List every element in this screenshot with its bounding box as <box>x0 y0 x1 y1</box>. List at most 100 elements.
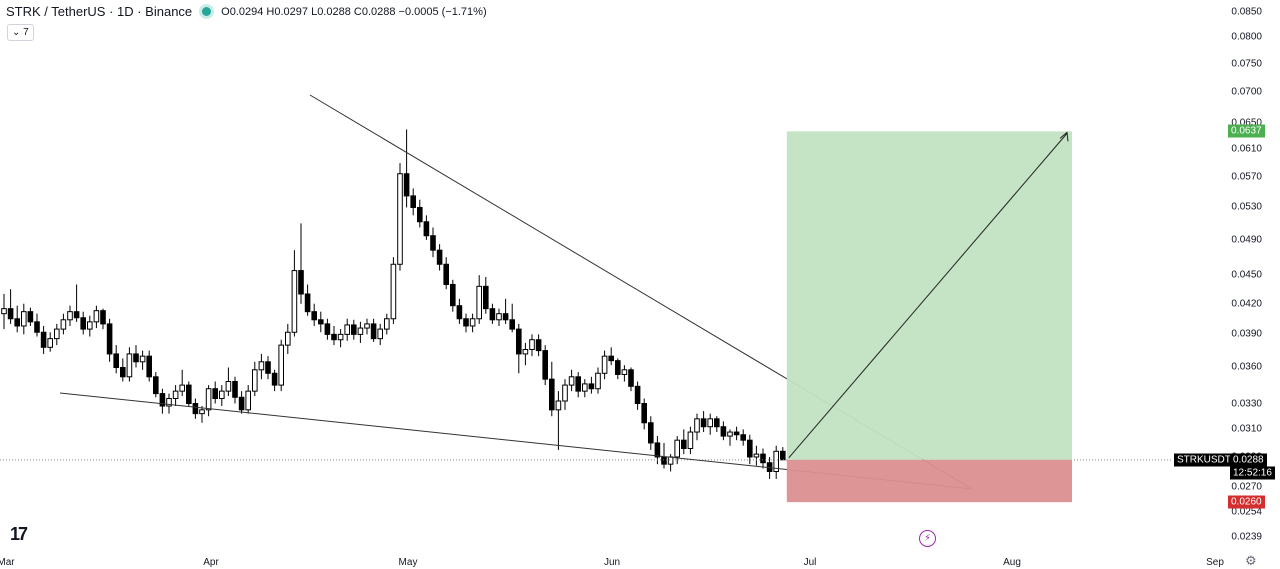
candle-body <box>318 319 324 325</box>
x-tick-label: May <box>398 557 418 568</box>
candle-body <box>410 195 416 208</box>
candle-body <box>205 388 212 411</box>
candle-body <box>384 318 390 330</box>
y-tick-label: 0.0450 <box>1231 269 1262 281</box>
x-tick-label: Aug <box>1003 557 1021 568</box>
candle-body <box>568 376 575 386</box>
y-tick-label: 0.0420 <box>1231 298 1262 310</box>
candle-body <box>331 333 337 341</box>
x-tick-label: Jul <box>803 557 817 568</box>
candle-body <box>14 318 20 327</box>
candle-body <box>278 344 284 386</box>
candle-body <box>186 384 192 405</box>
gear-icon[interactable]: ⚙ <box>1245 553 1257 568</box>
candle-body <box>265 361 271 374</box>
candle-body <box>674 439 681 458</box>
candle-body <box>720 426 727 437</box>
candle-body <box>700 418 707 428</box>
candle-body <box>535 339 542 352</box>
y-tick-label: 0.0490 <box>1231 234 1262 246</box>
y-tick-label: 0.0310 <box>1231 423 1262 435</box>
projection-arrow <box>788 133 1068 459</box>
symbol-title[interactable]: STRK / TetherUS · 1D · Binance <box>6 4 193 19</box>
stop-price-badge: 0.0260 <box>1228 495 1265 509</box>
candle-body <box>562 384 568 402</box>
candle-body <box>714 418 720 428</box>
candle-body <box>753 453 760 458</box>
candle-body <box>489 308 496 321</box>
candle-body <box>707 418 714 428</box>
candle-body <box>469 318 476 327</box>
candle-body <box>225 381 232 392</box>
candle-body <box>694 418 700 433</box>
candle-body <box>773 450 780 472</box>
candle-body <box>403 173 410 197</box>
candle-body <box>146 355 152 378</box>
candle-body <box>661 456 667 465</box>
y-tick-label: 0.0390 <box>1231 328 1262 340</box>
candle-body <box>740 434 747 441</box>
candle-body <box>73 311 80 319</box>
candle-body <box>139 355 146 363</box>
x-tick-label: Mar <box>0 557 15 568</box>
arrow-head-icon <box>1059 131 1069 142</box>
candle-body <box>60 319 67 330</box>
tradingview-logo-icon[interactable]: 17 <box>10 524 28 544</box>
candle-body <box>120 366 126 378</box>
candle-body <box>7 308 14 320</box>
candle-body <box>106 323 113 355</box>
candle-body <box>529 339 535 351</box>
candle-body <box>159 393 166 407</box>
candle-body <box>364 323 370 329</box>
candle-body <box>252 369 258 392</box>
candle-body <box>258 361 265 371</box>
candle-body <box>219 390 225 400</box>
candle-body <box>681 439 687 449</box>
candle-body <box>687 431 694 449</box>
y-tick-label: 0.0270 <box>1231 481 1262 493</box>
candle-body <box>357 327 364 335</box>
y-tick-label: 0.0650 <box>1231 117 1262 129</box>
candle-body <box>476 285 482 320</box>
candle-body <box>595 372 601 390</box>
candle-body <box>245 390 251 411</box>
candle-body <box>667 456 674 465</box>
candle-body <box>615 360 621 375</box>
x-tick-label: Jun <box>603 557 621 568</box>
indicators-toggle-button[interactable]: ⌄ 7 <box>7 24 34 41</box>
candle-body <box>555 400 562 411</box>
y-tick-label: 0.0530 <box>1231 201 1262 213</box>
y-tick-label: 0.0700 <box>1231 86 1262 98</box>
candle-body <box>397 173 403 265</box>
candle-body <box>483 285 489 310</box>
candle-body <box>93 310 100 323</box>
lightning-icon[interactable]: ⚡ <box>919 530 936 547</box>
candle-body <box>271 372 278 386</box>
candle-body <box>212 388 218 400</box>
candle-body <box>582 383 588 392</box>
candle-body <box>285 331 291 346</box>
y-tick-label: 0.0570 <box>1231 171 1262 183</box>
candle-body <box>87 321 93 330</box>
candle-body <box>166 398 172 407</box>
y-tick-label: 0.0239 <box>1231 531 1262 543</box>
candle-body <box>390 263 397 320</box>
candle-body <box>172 390 179 400</box>
candle-body <box>522 349 529 355</box>
candle-body <box>628 369 634 387</box>
candle-body <box>370 323 377 340</box>
candle-body <box>502 313 509 321</box>
y-tick-label: 0.0360 <box>1231 361 1262 373</box>
candle-body <box>608 355 615 362</box>
target-price-badge: 0.0637 <box>1228 124 1265 138</box>
candle-body <box>47 338 54 348</box>
candle-body <box>443 263 449 285</box>
candle-body <box>311 311 317 321</box>
candle-body <box>34 321 40 333</box>
candle-body <box>542 350 549 380</box>
candle-body <box>238 396 245 411</box>
candle-body <box>654 442 661 458</box>
candle-body <box>199 409 205 415</box>
candle-body <box>641 403 648 424</box>
